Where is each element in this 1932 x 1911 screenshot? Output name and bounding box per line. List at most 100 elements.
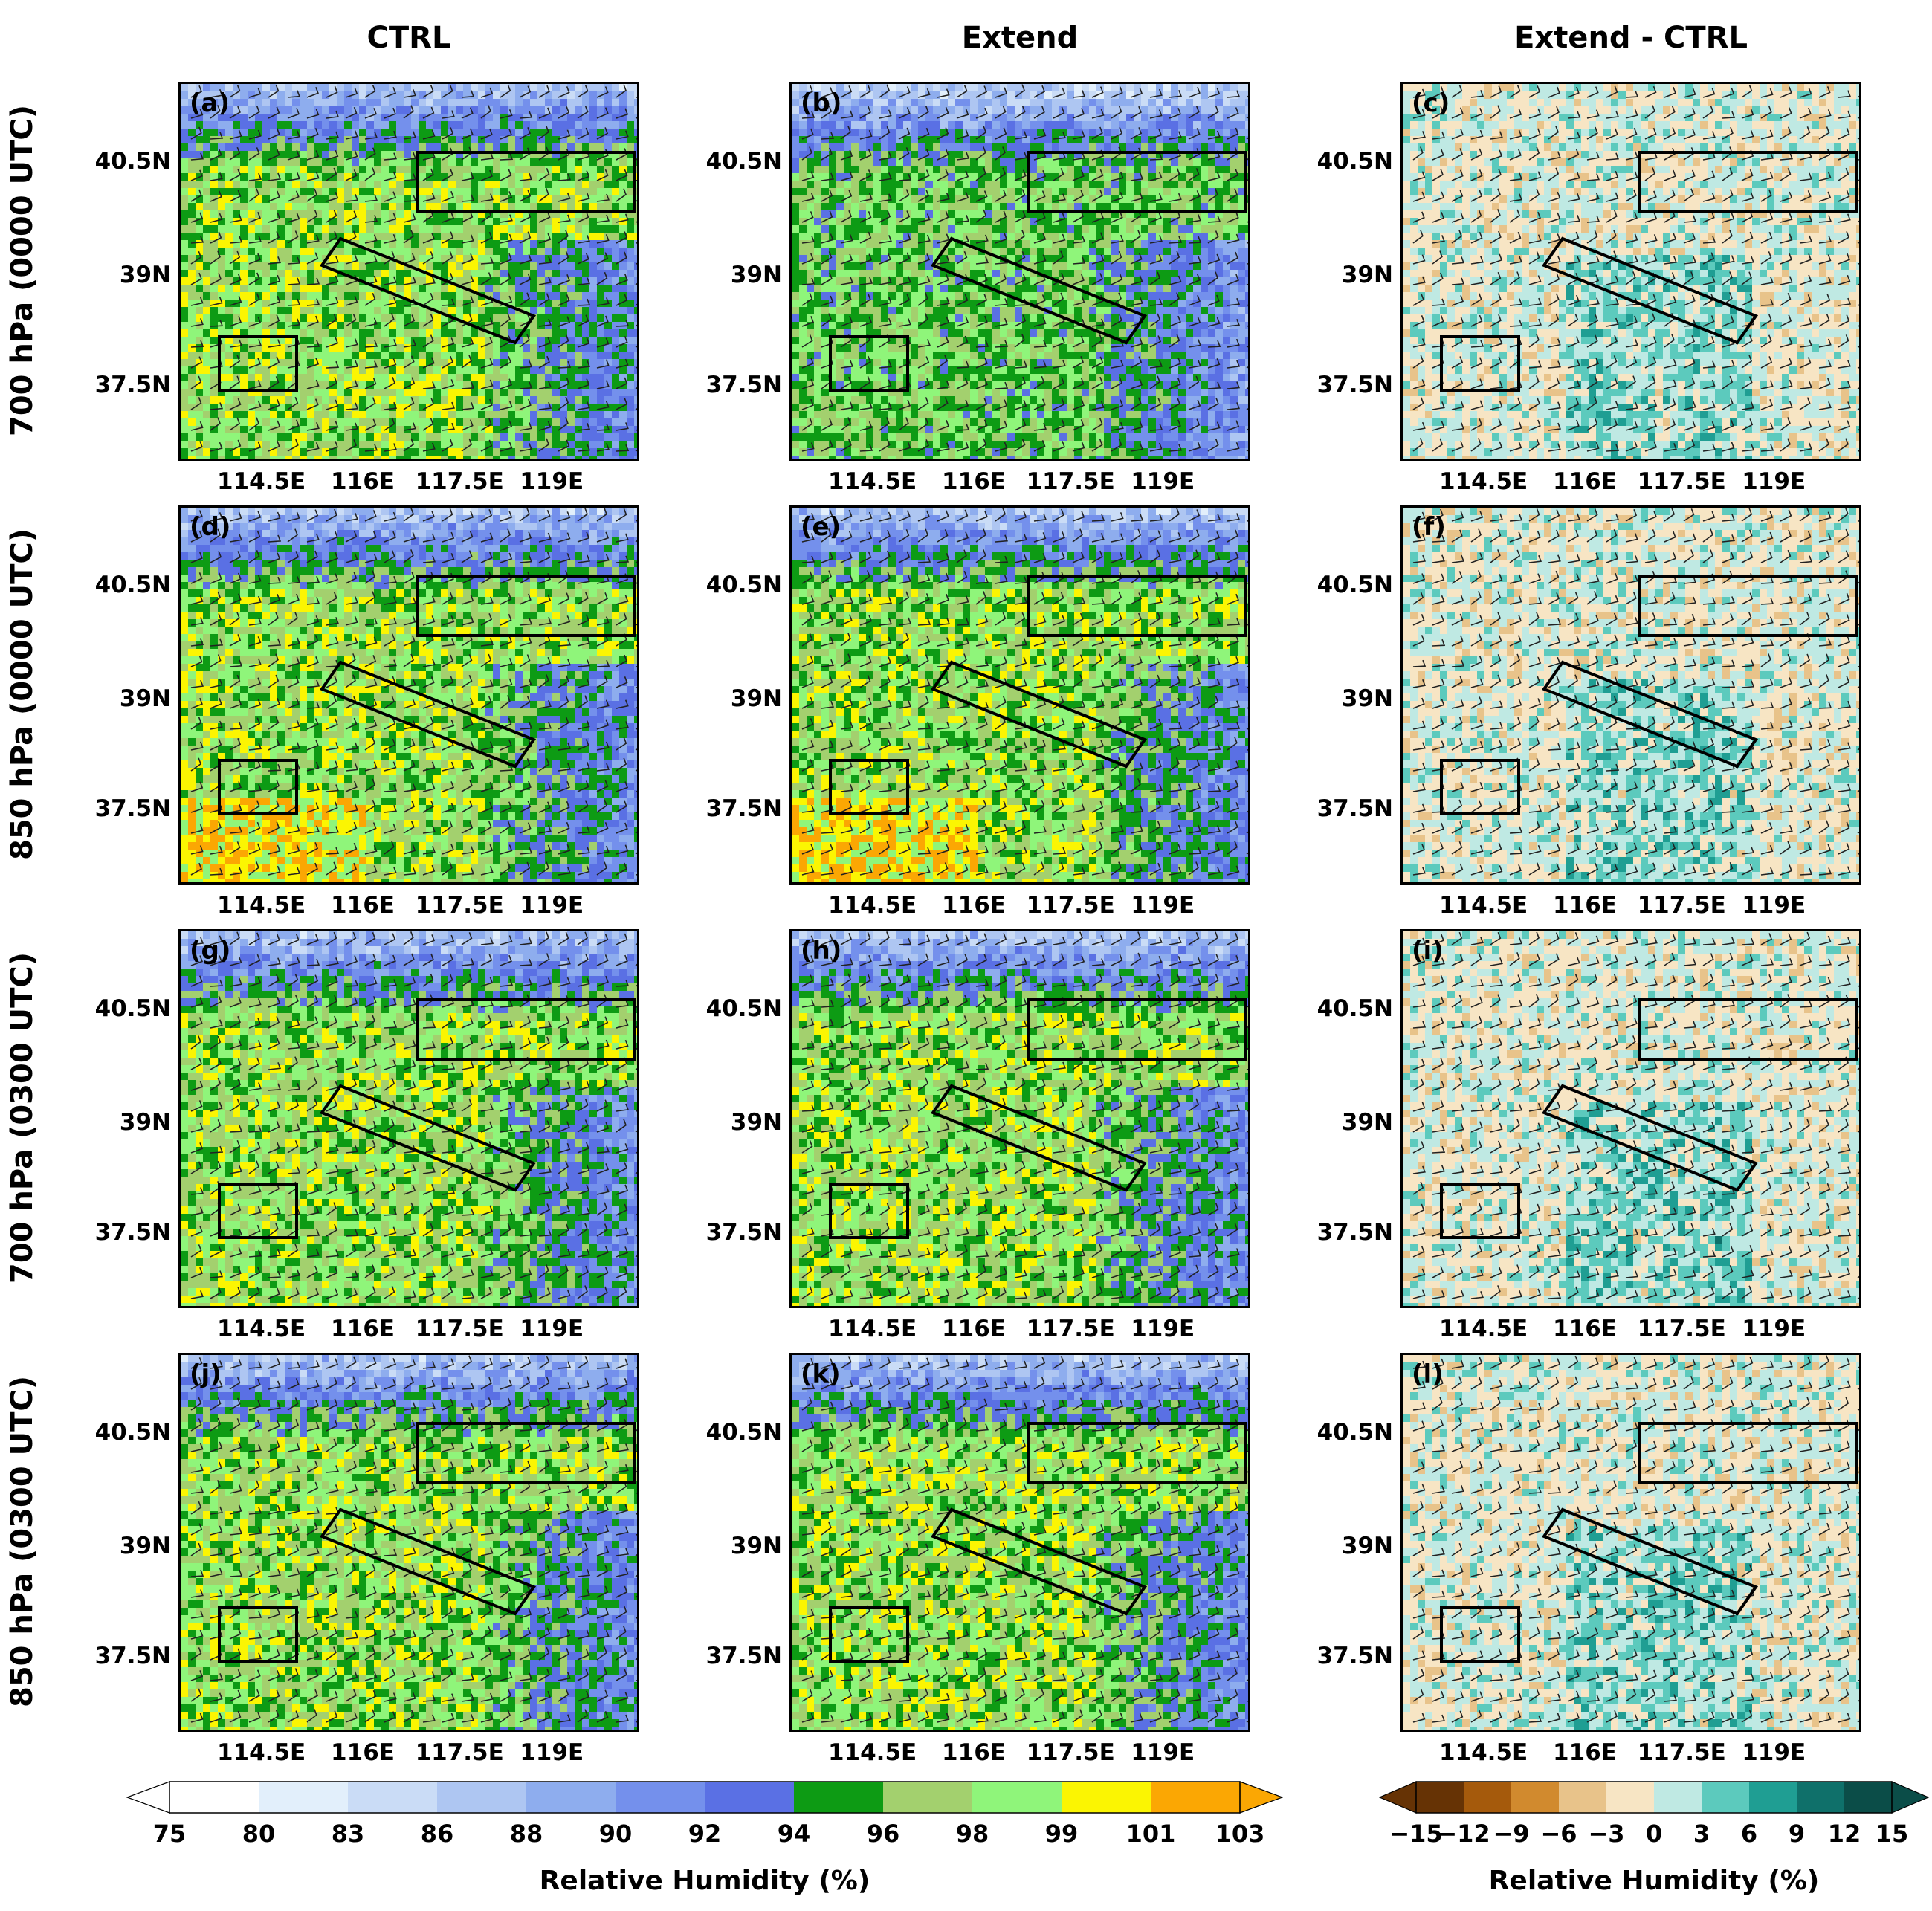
longitude-tick-label: 117.5E [1027, 892, 1115, 919]
latitude-tick-label: 39N [731, 1109, 782, 1136]
column-title: Extend [789, 21, 1250, 55]
map-panel: (h) 40.5N 39N 37.5N 114.5E 116E 117.5E 119E [706, 929, 1250, 1342]
colorbar-segment [1151, 1782, 1241, 1813]
colorbar-tick-label: 6 [1741, 1820, 1757, 1848]
colorbar-tick-label: 96 [867, 1820, 900, 1848]
latitude-tick-label: 37.5N [1317, 795, 1393, 822]
colorbar-segment [1464, 1782, 1512, 1813]
row-title: 850 hPa (0300 UTC) [5, 1348, 39, 1735]
analysis-boxes [1440, 151, 1858, 392]
longitude-tick-label: 116E [942, 468, 1006, 495]
colorbar-segment [348, 1782, 438, 1813]
latitude-tick-label: 37.5N [706, 372, 782, 398]
map-panel: (l) 40.5N 39N 37.5N 114.5E 116E 117.5E 119E [1317, 1353, 1861, 1766]
wind-barbs [801, 84, 1248, 452]
latitude-tick-label: 39N [1342, 1109, 1393, 1136]
colorbar-tick-label: 92 [688, 1820, 722, 1848]
longitude-tick-label: 116E [942, 1316, 1006, 1342]
longitude-tick-label: 114.5E [1439, 1739, 1528, 1766]
analysis-boxes [218, 1422, 636, 1663]
rh-field [1403, 931, 1859, 1306]
longitude-tick-label: 116E [942, 1739, 1006, 1766]
wind-barbs [190, 84, 637, 452]
colorbar-segment [1797, 1782, 1845, 1813]
longitude-tick-label: 117.5E [1638, 468, 1726, 495]
colorbar-segment [1844, 1782, 1893, 1813]
latitude-tick-label: 39N [731, 262, 782, 288]
latitude-tick-label: 39N [120, 685, 171, 712]
latitude-tick-label: 37.5N [1317, 1643, 1393, 1669]
rh-field [792, 1355, 1248, 1730]
colorbar-tick-label: 75 [153, 1820, 187, 1848]
longitude-tick-label: 119E [1742, 1739, 1806, 1766]
map-panel: (b) 40.5N 39N 37.5N 114.5E 116E 117.5E 119E [706, 82, 1250, 495]
longitude-tick-label: 116E [1553, 1739, 1617, 1766]
longitude-tick-label: 114.5E [828, 1739, 917, 1766]
panel-label: (h) [801, 936, 841, 966]
latitude-tick-label: 40.5N [706, 148, 782, 175]
rh-field [1403, 84, 1859, 459]
map-panel: (a) 40.5N 39N 37.5N 114.5E 116E 117.5E 119E [95, 82, 639, 495]
longitude-tick-label: 116E [331, 892, 395, 919]
longitude-tick-label: 119E [1131, 468, 1195, 495]
colorbar-diff [1378, 1781, 1930, 1818]
colorbar-arrow-right [1891, 1781, 1930, 1814]
longitude-tick-label: 117.5E [1027, 1739, 1115, 1766]
wind-barbs [1412, 84, 1859, 452]
latitude-tick-label: 40.5N [706, 995, 782, 1022]
longitude-tick-label: 119E [520, 892, 584, 919]
colorbar-segment [1749, 1782, 1797, 1813]
colorbar-tick-label: 83 [332, 1820, 365, 1848]
wind-barbs [1412, 508, 1859, 876]
longitude-tick-label: 114.5E [217, 468, 306, 495]
rh-field [181, 508, 637, 882]
analysis-boxes [218, 151, 636, 392]
longitude-tick-label: 114.5E [217, 1739, 306, 1766]
colorbar-tick-label: 88 [510, 1820, 543, 1848]
analysis-boxes [1440, 575, 1858, 815]
analysis-boxes [218, 998, 636, 1239]
panel-label: (e) [801, 512, 841, 542]
row-title: 700 hPa (0000 UTC) [5, 77, 39, 464]
longitude-tick-label: 119E [520, 1316, 584, 1342]
longitude-tick-label: 116E [331, 1316, 395, 1342]
longitude-tick-label: 117.5E [1027, 468, 1115, 495]
analysis-boxes [829, 151, 1247, 392]
longitude-tick-label: 114.5E [828, 892, 917, 919]
map-area: (g) [178, 929, 639, 1308]
longitude-tick-label: 119E [1131, 1316, 1195, 1342]
latitude-tick-label: 37.5N [706, 1219, 782, 1246]
colorbar-segment [1559, 1782, 1607, 1813]
longitude-tick-label: 116E [942, 892, 1006, 919]
longitude-tick-label: 114.5E [1439, 1316, 1528, 1342]
longitude-tick-label: 117.5E [1027, 1316, 1115, 1342]
latitude-tick-label: 40.5N [95, 148, 171, 175]
colorbar-tick-label: 94 [778, 1820, 811, 1848]
colorbar-tick-label: 86 [421, 1820, 454, 1848]
longitude-tick-label: 119E [1742, 1316, 1806, 1342]
latitude-tick-label: 39N [1342, 685, 1393, 712]
map-panel: (f) 40.5N 39N 37.5N 114.5E 116E 117.5E 119E [1317, 505, 1861, 919]
rh-field [1403, 1355, 1859, 1730]
colorbar-tick-label: 9 [1789, 1820, 1805, 1848]
map-panel: (j) 40.5N 39N 37.5N 114.5E 116E 117.5E 119E [95, 1353, 639, 1766]
longitude-tick-label: 116E [1553, 1316, 1617, 1342]
panel-label: (a) [190, 88, 230, 118]
map-panel: (d) 40.5N 39N 37.5N 114.5E 116E 117.5E 119E [95, 505, 639, 919]
analysis-boxes [829, 998, 1247, 1239]
map-panel: (e) 40.5N 39N 37.5N 114.5E 116E 117.5E 119E [706, 505, 1250, 919]
colorbar-segment [883, 1782, 973, 1813]
colorbar-tick-label: 98 [956, 1820, 989, 1848]
longitude-tick-label: 116E [331, 1739, 395, 1766]
latitude-tick-label: 37.5N [706, 795, 782, 822]
panel-label: (g) [190, 936, 230, 966]
colorbar-segment [1511, 1782, 1560, 1813]
wind-barbs [190, 1355, 637, 1723]
colorbar-rh [126, 1781, 1284, 1818]
colorbar-title: Relative Humidity (%) [1489, 1866, 1820, 1896]
longitude-tick-label: 114.5E [1439, 892, 1528, 919]
colorbar-segment [705, 1782, 795, 1813]
map-area: (a) [178, 82, 639, 461]
panel-label: (j) [190, 1359, 222, 1389]
colorbar-segment [972, 1782, 1062, 1813]
